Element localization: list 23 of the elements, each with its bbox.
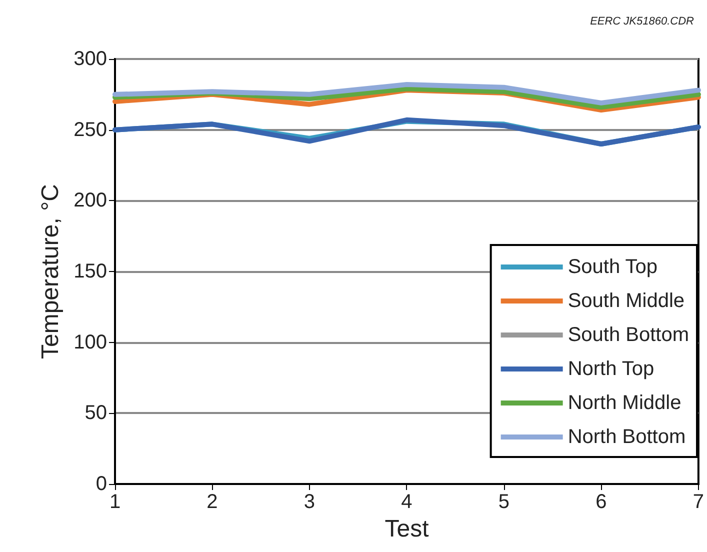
- legend-label: South Middle: [568, 290, 685, 312]
- legend-label: North Bottom: [568, 426, 686, 448]
- x-tick-label: 5: [498, 491, 510, 513]
- y-axis-title: Temperature, °C: [37, 184, 64, 359]
- x-tick-label: 2: [206, 491, 218, 513]
- legend-label: South Top: [568, 256, 658, 278]
- y-tick-label: 300: [74, 48, 107, 70]
- x-axis-title: Test: [384, 515, 430, 542]
- y-tick-label: 200: [74, 190, 107, 212]
- y-tick-label: 250: [74, 118, 107, 141]
- x-tick-label: 7: [692, 491, 704, 513]
- y-tick-label: 150: [74, 260, 107, 282]
- x-tick-label: 1: [109, 491, 121, 513]
- y-tick-label: 50: [84, 402, 107, 424]
- legend-label: North Middle: [568, 392, 682, 414]
- y-tick-label: 100: [74, 331, 107, 354]
- legend-label: North Top: [568, 358, 654, 380]
- x-tick-label: 3: [304, 491, 316, 513]
- text: EERC JK51860.CDR: [590, 16, 694, 28]
- legend-label: South Bottom: [568, 324, 690, 346]
- x-tick-label: 6: [596, 491, 607, 513]
- x-tick-label: 4: [401, 491, 412, 513]
- y-tick-label: 0: [96, 473, 107, 495]
